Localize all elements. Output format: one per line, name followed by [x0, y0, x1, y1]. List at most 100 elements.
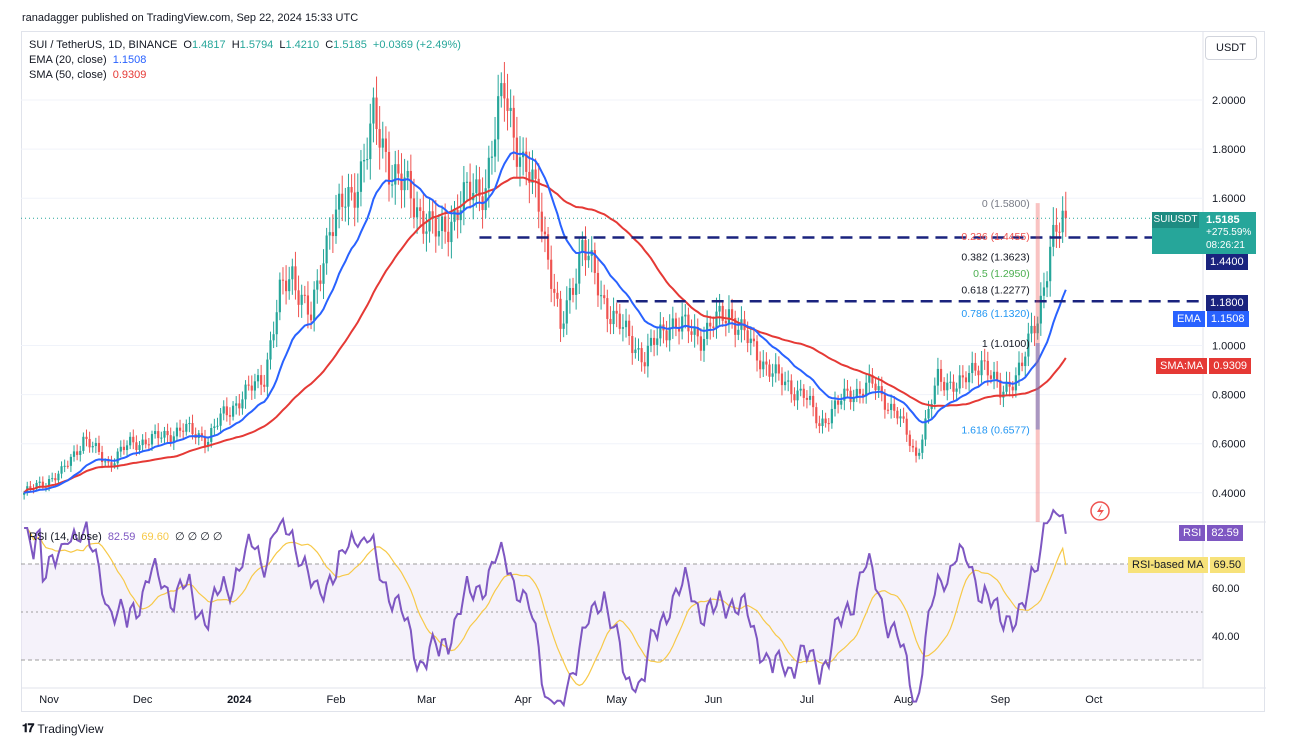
candle-body — [253, 381, 256, 391]
candle-body — [575, 283, 578, 295]
candle-body — [606, 298, 609, 319]
fib-level-label: 0.786 (1.1320) — [961, 308, 1029, 320]
candle-body — [918, 452, 921, 456]
legend-symbol[interactable]: SUI / TetherUS, 1D, BINANCE — [29, 39, 178, 51]
candle-body — [774, 364, 777, 374]
candle-body — [150, 434, 154, 445]
candle-body — [518, 157, 522, 167]
currency-button[interactable]: USDT — [1205, 36, 1257, 60]
candle-body — [840, 400, 843, 405]
candle-body — [104, 461, 107, 463]
candle-body — [905, 418, 908, 435]
candle-body — [347, 187, 350, 207]
candle-body — [381, 138, 384, 148]
candle-body — [35, 482, 38, 489]
fib-extension-bar — [1035, 343, 1040, 430]
candle-body — [313, 289, 316, 321]
fib-level-label: 0.5 (1.2950) — [973, 268, 1030, 280]
candle-body — [1030, 325, 1033, 334]
candle-body — [933, 385, 936, 404]
chart-frame — [21, 31, 1265, 712]
candle-body — [63, 465, 66, 467]
candle-body — [893, 403, 896, 411]
candle-body — [157, 431, 160, 439]
candle-body — [182, 430, 185, 432]
candle-body — [827, 423, 830, 425]
candle-body — [721, 305, 724, 321]
legend-high: 1.5794 — [239, 39, 274, 51]
candle-body — [681, 316, 684, 332]
publisher-line: ranadagger published on TradingView.com,… — [22, 12, 359, 24]
candle-body — [400, 173, 403, 191]
rsi-ma-line — [24, 527, 1067, 687]
candle-body — [29, 486, 32, 489]
candle-body — [235, 403, 238, 406]
candle-body — [85, 436, 88, 439]
last-price-change: +275.59% — [1206, 227, 1252, 238]
candle-body — [403, 177, 406, 191]
candle-body — [500, 83, 503, 97]
candle-body — [166, 430, 169, 436]
candle-body — [1011, 386, 1014, 391]
candle-body — [1061, 210, 1064, 233]
candle-body — [144, 439, 147, 445]
candle-body — [849, 390, 852, 403]
candle-body — [66, 465, 69, 467]
candle-body — [1021, 362, 1024, 367]
candle-body — [874, 383, 877, 391]
candle-body — [54, 478, 57, 481]
candle-body — [172, 436, 175, 443]
candle-body — [668, 327, 671, 341]
candle-body — [964, 377, 968, 383]
candle-body — [989, 375, 993, 379]
candle-body — [353, 192, 356, 208]
candle-body — [852, 397, 855, 403]
candle-body — [297, 290, 300, 305]
rsi-ma-tag-name: RSI-based MA — [1128, 557, 1208, 573]
legend-sma-row[interactable]: SMA (50, close) 0.9309 — [29, 69, 149, 81]
time-axis-label: Feb — [327, 694, 346, 706]
price-tick-label: 1.6000 — [1212, 193, 1246, 205]
candle-body — [687, 314, 690, 332]
candle-body — [796, 390, 799, 401]
candle-body — [674, 318, 678, 329]
candle-body — [1024, 356, 1027, 367]
legend-ema-row[interactable]: EMA (20, close) 1.1508 — [29, 54, 149, 66]
candle-body — [690, 331, 693, 335]
candle-body — [72, 451, 76, 457]
candle-body — [338, 193, 341, 210]
candle-body — [465, 181, 469, 183]
candle-body — [378, 129, 381, 148]
legend-symbol-row: SUI / TetherUS, 1D, BINANCE O1.4817 H1.5… — [29, 39, 464, 51]
candle-body — [846, 388, 849, 391]
candle-body — [971, 362, 974, 374]
footer-brand[interactable]: 𝟏𝟕 TradingView — [22, 721, 103, 736]
candle-body — [160, 437, 163, 439]
candle-body — [469, 181, 472, 201]
candle-body — [275, 312, 278, 335]
candle-body — [331, 232, 334, 237]
candle-body — [631, 336, 634, 354]
candle-body — [419, 207, 422, 211]
candle-body — [818, 423, 821, 427]
candle-body — [815, 407, 818, 424]
candle-body — [366, 159, 369, 161]
candle-body — [94, 442, 97, 447]
candle-body — [359, 161, 363, 192]
candle-body — [649, 337, 653, 346]
candle-body — [640, 348, 643, 363]
candle-body — [936, 368, 939, 386]
candle-body — [715, 311, 718, 329]
candle-body — [1064, 210, 1067, 219]
candle-body — [780, 373, 784, 386]
candle-body — [132, 436, 135, 443]
candle-body — [709, 322, 712, 327]
price-tick-label: 1.8000 — [1212, 144, 1246, 156]
candle-body — [60, 466, 63, 474]
legend-rsi-row[interactable]: RSI (14, close) 82.59 69.60 ∅ ∅ ∅ ∅ — [29, 530, 226, 543]
candle-body — [596, 272, 600, 296]
candle-body — [609, 318, 612, 325]
rsi-line — [24, 508, 1067, 708]
candle-body — [135, 442, 138, 451]
